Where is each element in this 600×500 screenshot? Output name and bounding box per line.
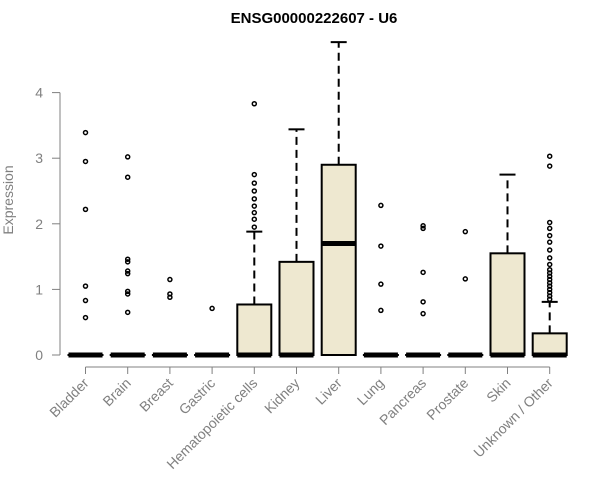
x-tick-label: Liver [312,375,345,408]
outlier-point [420,269,426,276]
chart-title: ENSG00000222607 - U6 [231,10,398,27]
box-lung [362,202,399,358]
x-tick-label: Brain [99,375,133,409]
y-tick-label: 2 [35,216,43,232]
y-axis-label: Expression [0,165,16,234]
outlier-point [251,203,258,209]
outlier-point [546,225,553,232]
outlier-point [251,101,258,107]
box-gastric [194,305,231,358]
box-bladder [67,129,104,358]
outlier-point [546,261,553,268]
x-tick-label: Bladder [46,375,92,421]
box-prostate [447,228,484,358]
outlier-point [546,255,553,261]
box-body [278,260,315,356]
outlier-point [546,232,553,239]
outlier-point [251,171,258,178]
outlier-point [82,129,89,136]
y-tick-label: 3 [35,150,43,166]
outlier-point [251,196,258,202]
outlier-point [124,154,131,160]
outlier-point [251,188,258,194]
outlier-point [546,266,553,273]
box-hematopoietic-cells [236,101,273,358]
x-tick-label: Prostate [423,375,471,423]
y-axis: 0 1 2 3 4 [35,85,61,363]
y-tick-label: 1 [35,281,43,297]
outlier-point [124,256,131,262]
outlier-point [209,305,215,312]
y-tick-label: 0 [35,347,43,363]
outlier-point [546,239,553,245]
y-tick-label: 4 [35,85,43,101]
outlier-point [124,259,131,265]
outlier-point [546,247,553,253]
outlier-point [251,224,258,230]
outlier-point [546,219,553,226]
box-skin [489,173,526,358]
outlier-point [82,206,89,213]
box-body [489,252,526,357]
outlier-point [124,288,131,295]
outlier-point [82,314,89,321]
outlier-point [124,174,131,180]
x-tick-label: Pancreas [376,375,429,428]
outlier-point [124,309,131,316]
outlier-point [124,270,131,277]
box-liver [320,41,357,356]
outlier-point [82,297,89,304]
outlier-point [82,158,89,165]
x-tick-label: Breast [136,375,176,415]
outlier-point [420,225,426,232]
box-body [236,303,273,357]
box-kidney [278,128,315,358]
outlier-point [167,276,173,283]
outlier-point [420,310,426,317]
box-unknown-other [531,153,568,358]
outlier-point [251,216,258,222]
box-group [67,41,568,358]
x-tick-label: Skin [483,375,514,406]
x-tick-label: Kidney [261,375,303,417]
outlier-point [546,153,553,159]
x-tick-label: Unknown / Other [470,375,556,461]
outlier-point [251,180,258,186]
outlier-point [462,228,469,235]
outlier-point [124,268,131,274]
box-body [531,332,568,356]
outlier-point [378,281,384,287]
outlier-point [82,283,89,289]
box-body [320,163,357,356]
outlier-point [546,163,553,169]
outlier-point [378,307,384,314]
box-pancreas [405,223,442,358]
outlier-point [167,291,173,297]
box-brain [109,154,146,358]
outlier-point [462,276,469,282]
box-breast [151,276,188,358]
outlier-point [378,243,384,249]
outlier-point [378,202,384,209]
outlier-point [420,223,426,229]
x-tick-label: Lung [354,375,387,408]
outlier-point [420,299,426,305]
outlier-point [251,209,258,216]
outlier-point [124,291,131,297]
